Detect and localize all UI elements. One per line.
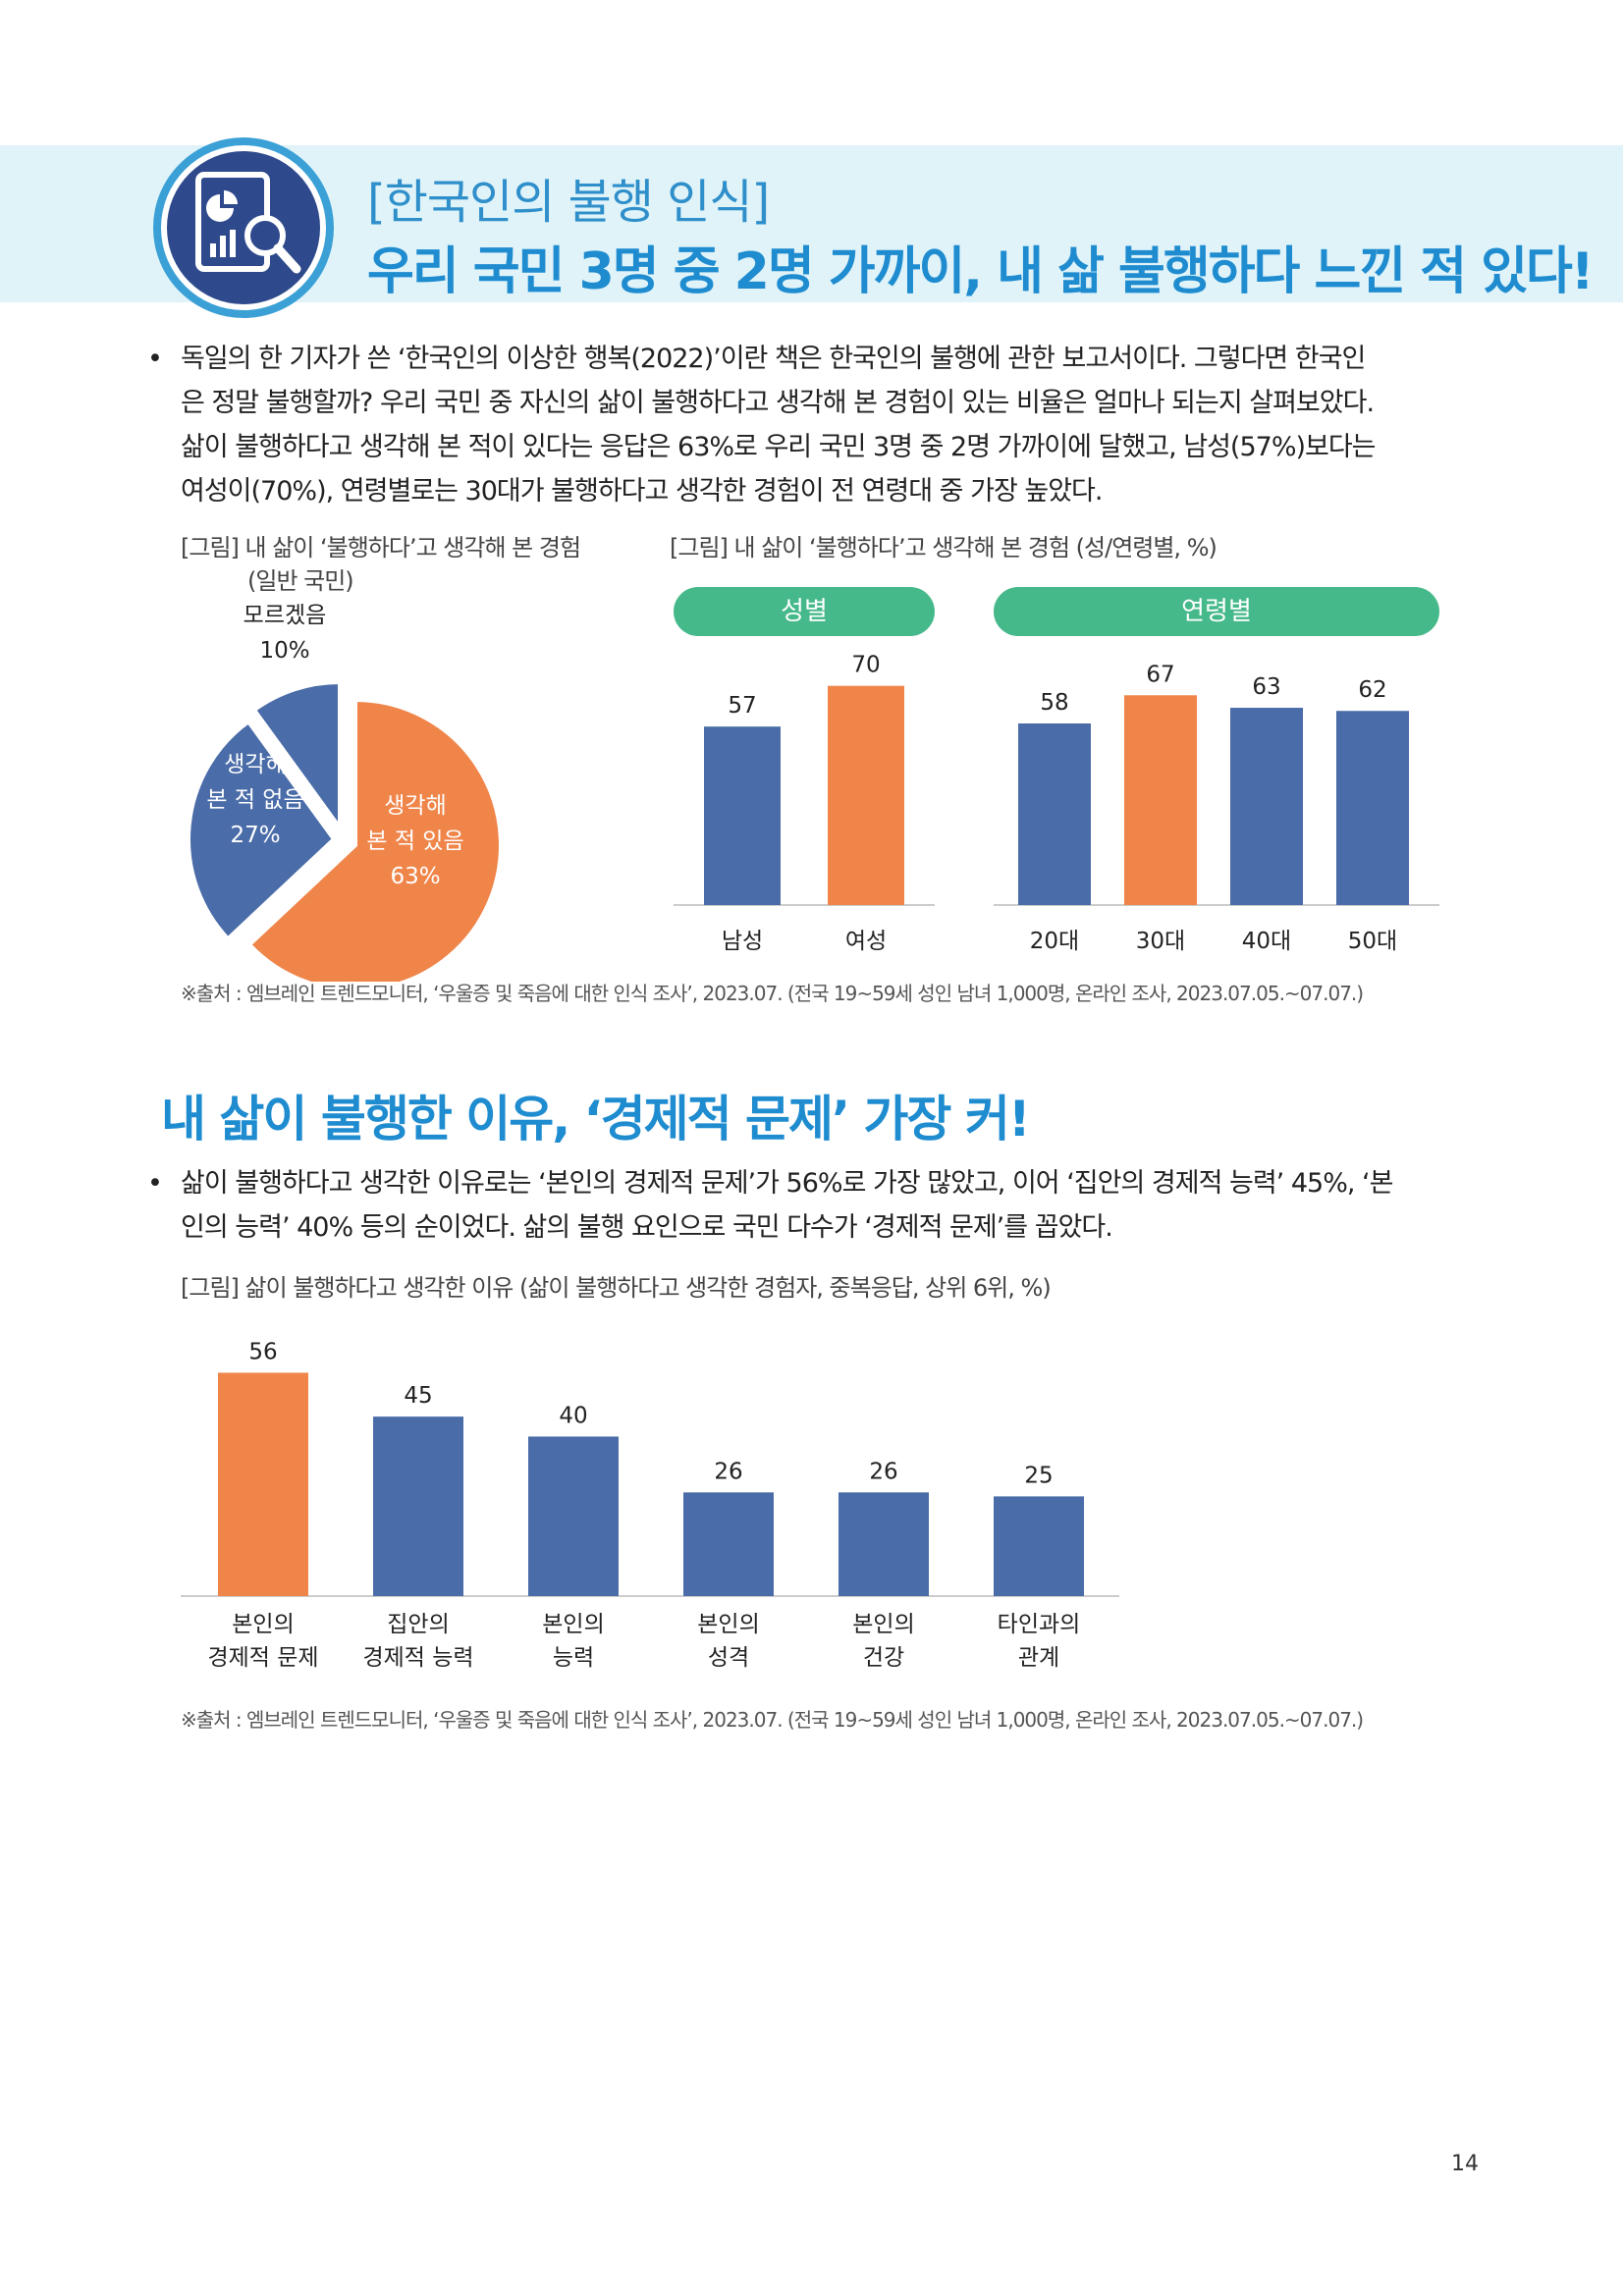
bullet: • (147, 1168, 163, 1199)
pie-slice (251, 679, 342, 834)
bar-value-label: 57 (728, 693, 756, 719)
pie-label: 본 적 없음 (206, 787, 303, 813)
category-label: 50대 (1348, 929, 1397, 954)
pie-label: 63% (390, 864, 440, 889)
figure2-caption: [그림] 내 삶이 ‘불행하다’고 생각해 본 경험 (성/연령별, %) (670, 534, 1217, 561)
pill-age: 연령별 (994, 587, 1439, 636)
bullet: • (147, 344, 163, 374)
category-label: 타인과의 (998, 1612, 1081, 1637)
report-magnifier-icon (153, 137, 334, 318)
bar (683, 1492, 774, 1596)
category-label: 여성 (845, 929, 887, 954)
page-title: 우리 국민 3명 중 2명 가까이, 내 삶 불행하다 느낀 적 있다! (367, 242, 1595, 301)
category-label: 경제적 문제 (207, 1645, 318, 1671)
paragraph-line: 삶이 불행하다고 생각해 본 적이 있다는 응답은 63%로 우리 국민 3명 … (181, 432, 1377, 462)
paragraph-line: 은 정말 불행할까? 우리 국민 중 자신의 삶이 불행하다고 생각해 본 경험… (181, 388, 1375, 418)
age-bar-chart: 58 20대 67 30대 63 40대 62 50대 (994, 662, 1439, 954)
category-label: 20대 (1030, 929, 1079, 954)
source-note-1: ※출처 : 엠브레인 트렌드모니터, ‘우울증 및 죽음에 대한 인식 조사’,… (181, 982, 1364, 1005)
category-label: 본인의 (852, 1612, 914, 1637)
figure1-caption-sub: (일반 국민) (247, 567, 354, 595)
pie-slice (246, 697, 503, 982)
pie-label: 생각해 (384, 793, 446, 819)
bar (994, 1496, 1084, 1596)
bar (1230, 708, 1303, 905)
pie-label: 모르겠음 (243, 603, 327, 628)
pill-gender: 성별 (674, 587, 935, 636)
category-label: 30대 (1136, 929, 1185, 954)
bar (1124, 695, 1197, 905)
category-label: 본인의 (542, 1612, 604, 1637)
bar-value-label: 25 (1024, 1463, 1053, 1488)
paragraph-line: 삶이 불행하다고 생각한 이유로는 ‘본인의 경제적 문제’가 56%로 가장 … (181, 1168, 1393, 1199)
bar (528, 1436, 619, 1596)
pie-label: 본 적 있음 (366, 828, 463, 854)
paragraph-line: 여성이(70%), 연령별로는 30대가 불행하다고 생각한 경험이 전 연령대… (181, 476, 1103, 507)
gender-bar-chart: 57 남성 70 여성 (674, 653, 935, 954)
bar-value-label: 62 (1358, 677, 1386, 703)
bar (373, 1416, 463, 1596)
bar-value-label: 26 (714, 1459, 742, 1484)
bar-value-label: 40 (559, 1403, 587, 1428)
figure1-caption: [그림] 내 삶이 ‘불행하다’고 생각해 본 경험 (181, 534, 581, 561)
category-label: 관계 (1018, 1645, 1059, 1671)
pie-label: 생각해 (224, 752, 286, 777)
bar (839, 1492, 929, 1596)
bar (1336, 711, 1409, 905)
category-label: 성격 (708, 1645, 749, 1671)
category-label: 능력 (553, 1645, 594, 1671)
pie-label: 10% (259, 638, 309, 664)
category-label: 경제적 능력 (362, 1645, 473, 1671)
paragraph-1: • 독일의 한 기자가 쓴 ‘한국인의 이상한 행복(2022)’이란 책은 한… (147, 337, 1473, 513)
paragraph-line: 인의 능력’ 40% 등의 순이었다. 삶의 불행 요인으로 국민 다수가 ‘경… (181, 1212, 1113, 1243)
bar-value-label: 67 (1146, 662, 1174, 687)
bar-value-label: 26 (869, 1459, 897, 1484)
pie-slice (187, 719, 337, 942)
bar-value-label: 56 (248, 1339, 277, 1364)
bar (828, 685, 904, 905)
pie-label: 27% (230, 823, 280, 848)
page-number: 14 (1451, 2152, 1479, 2176)
bar-value-label: 58 (1040, 690, 1068, 716)
category-label: 건강 (863, 1645, 904, 1671)
bar (1018, 722, 1091, 905)
category-label: 본인의 (697, 1612, 759, 1637)
bracket-title: [한국인의 불행 인식] (367, 175, 770, 230)
paragraph-2: • 삶이 불행하다고 생각한 이유로는 ‘본인의 경제적 문제’가 56%로 가… (147, 1161, 1473, 1250)
section-title: 내 삶이 불행한 이유, ‘경제적 문제’ 가장 커! (161, 1091, 1031, 1148)
bar-value-label: 70 (851, 653, 880, 678)
paragraph-line: 독일의 한 기자가 쓴 ‘한국인의 이상한 행복(2022)’이란 책은 한국인… (181, 344, 1366, 374)
category-label: 남성 (722, 929, 763, 954)
source-note-2: ※출처 : 엠브레인 트렌드모니터, ‘우울증 및 죽음에 대한 인식 조사’,… (181, 1708, 1364, 1732)
bar (704, 726, 781, 905)
bar-value-label: 45 (404, 1383, 432, 1409)
category-label: 집안의 (387, 1612, 449, 1637)
figure3-caption: [그림] 삶이 불행하다고 생각한 이유 (삶이 불행하다고 생각한 경험자, … (181, 1274, 1052, 1302)
bar-value-label: 63 (1252, 674, 1280, 700)
bar (218, 1372, 308, 1596)
category-label: 40대 (1242, 929, 1291, 954)
category-label: 본인의 (232, 1612, 294, 1637)
